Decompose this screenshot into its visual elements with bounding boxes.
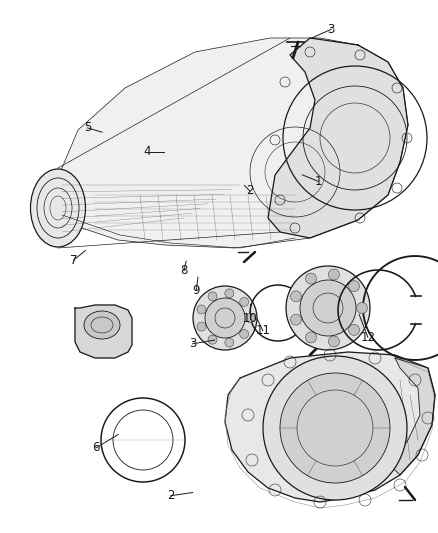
Text: 6: 6 [92, 441, 100, 454]
Text: 4: 4 [143, 146, 151, 158]
Circle shape [197, 305, 206, 314]
Circle shape [286, 266, 370, 350]
Circle shape [349, 281, 360, 292]
Circle shape [305, 273, 317, 284]
Circle shape [197, 322, 206, 331]
Circle shape [328, 269, 339, 280]
Circle shape [263, 356, 407, 500]
Circle shape [225, 338, 234, 347]
Circle shape [225, 289, 234, 298]
Polygon shape [75, 305, 132, 358]
Circle shape [300, 280, 356, 336]
Polygon shape [268, 38, 408, 238]
Text: 3: 3 [189, 337, 196, 350]
Ellipse shape [84, 311, 120, 339]
Text: 5: 5 [84, 122, 91, 134]
Text: 8: 8 [180, 264, 187, 277]
Text: 2: 2 [246, 184, 254, 197]
Circle shape [290, 314, 301, 325]
Polygon shape [225, 352, 435, 502]
Circle shape [208, 335, 217, 344]
Circle shape [240, 297, 249, 306]
Text: 7: 7 [70, 254, 78, 266]
Circle shape [349, 325, 360, 335]
Circle shape [246, 313, 254, 322]
Circle shape [208, 292, 217, 301]
Circle shape [357, 303, 367, 313]
Text: 10: 10 [242, 312, 257, 325]
Text: 2: 2 [167, 489, 175, 502]
Text: 1: 1 [314, 175, 322, 188]
Polygon shape [390, 358, 435, 475]
Circle shape [305, 332, 317, 343]
Ellipse shape [31, 169, 85, 247]
Circle shape [280, 373, 390, 483]
Text: 3: 3 [328, 23, 335, 36]
Circle shape [240, 329, 249, 338]
Circle shape [328, 336, 339, 347]
Text: 11: 11 [255, 324, 270, 337]
Circle shape [193, 286, 257, 350]
Text: 9: 9 [192, 284, 200, 297]
Polygon shape [55, 38, 408, 248]
Circle shape [205, 298, 245, 338]
Circle shape [290, 291, 301, 302]
Text: 12: 12 [360, 331, 375, 344]
